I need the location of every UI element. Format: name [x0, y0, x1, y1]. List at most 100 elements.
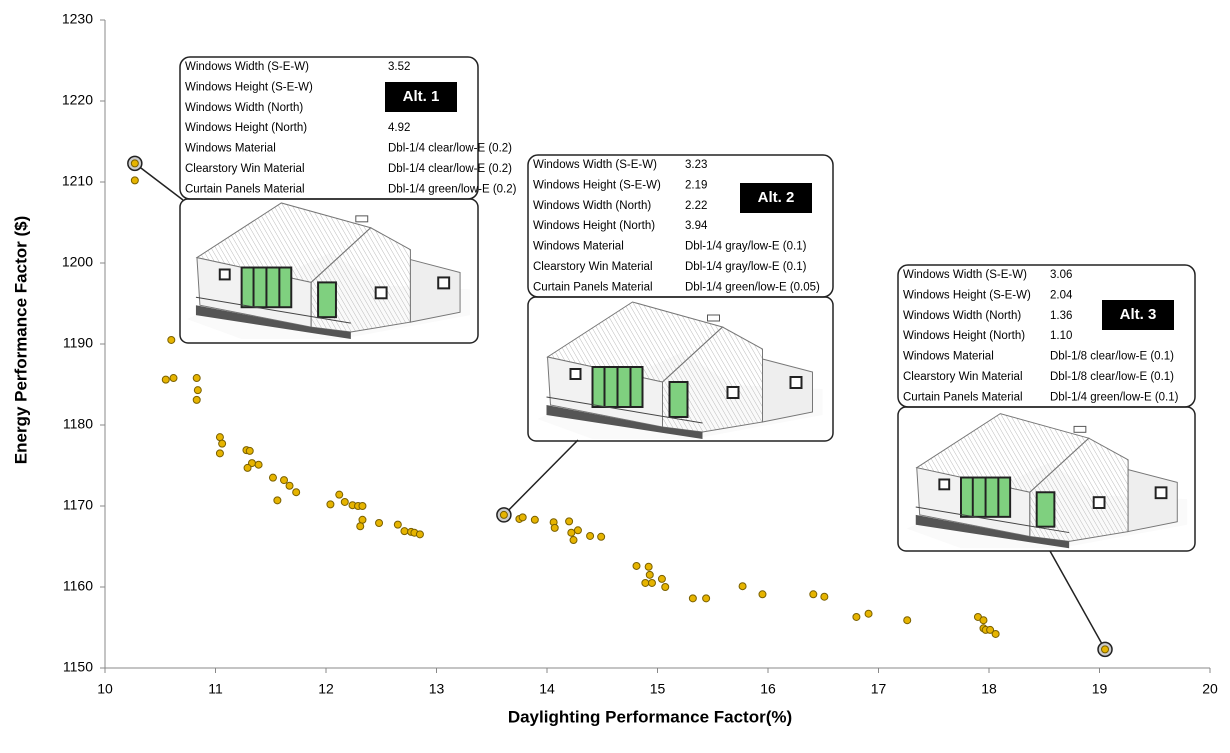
point [574, 527, 581, 534]
highlighted-point [131, 160, 138, 167]
row-value: Dbl-1/4 gray/low-E (0.1) [685, 261, 807, 273]
row-value: 3.94 [685, 220, 708, 232]
row-label: Curtain Panels Material [185, 183, 305, 195]
house-illustration [538, 302, 823, 439]
y-tick-label: 1190 [63, 335, 93, 351]
x-tick-label: 20 [1202, 681, 1218, 697]
point [194, 387, 201, 394]
y-tick-label: 1220 [62, 92, 93, 108]
x-tick-label: 14 [539, 681, 555, 697]
point [566, 518, 573, 525]
alt-label: Alt. 1 [403, 88, 440, 105]
x-tick-label: 19 [1092, 681, 1108, 697]
point [904, 617, 911, 624]
point [327, 501, 334, 508]
point [568, 529, 575, 536]
point [519, 514, 526, 521]
alt-label: Alt. 2 [758, 189, 795, 206]
row-value: 4.92 [388, 122, 410, 134]
point [642, 579, 649, 586]
leader-line [135, 163, 183, 200]
row-value: Dbl-1/4 clear/low-E (0.2) [388, 163, 512, 175]
house-illustration [187, 203, 470, 339]
point [821, 593, 828, 600]
row-label: Windows Height (North) [533, 220, 655, 232]
point [193, 396, 200, 403]
point [587, 532, 594, 539]
point [810, 591, 817, 598]
point [131, 177, 138, 184]
point [281, 477, 288, 484]
x-tick-label: 15 [650, 681, 666, 697]
point [980, 617, 987, 624]
row-label: Clearstory Win Material [903, 371, 1023, 383]
point [689, 595, 696, 602]
house-illustration [907, 414, 1187, 549]
point [359, 516, 366, 523]
row-value: Dbl-1/4 green/low-E (0.2) [388, 183, 517, 195]
row-value: Dbl-1/4 clear/low-E (0.2) [388, 143, 512, 155]
leader-line [504, 440, 578, 515]
point [648, 579, 655, 586]
row-label: Windows Height (North) [903, 330, 1025, 342]
point [219, 440, 226, 447]
point [401, 528, 408, 535]
row-label: Windows Material [185, 143, 276, 155]
x-tick-label: 18 [981, 681, 997, 697]
point [759, 591, 766, 598]
x-tick-label: 10 [97, 681, 113, 697]
point [336, 491, 343, 498]
point [244, 464, 251, 471]
point [341, 498, 348, 505]
row-label: Windows Width (S-E-W) [185, 61, 309, 73]
point [376, 520, 383, 527]
point [168, 336, 175, 343]
row-value: 2.19 [685, 179, 707, 191]
row-value: Dbl-1/4 green/low-E (0.1) [1050, 391, 1179, 403]
point [216, 434, 223, 441]
row-value: Dbl-1/4 green/low-E (0.05) [685, 281, 820, 293]
x-tick-label: 13 [429, 681, 445, 697]
row-label: Windows Width (S-E-W) [533, 159, 657, 171]
row-value: Dbl-1/8 clear/low-E (0.1) [1050, 371, 1174, 383]
row-label: Windows Material [903, 351, 994, 363]
chart: Daylighting Performance Factor(%) Energy… [0, 0, 1230, 753]
row-label: Windows Material [533, 241, 624, 253]
row-value: 2.04 [1050, 289, 1073, 301]
row-label: Windows Height (North) [185, 122, 307, 134]
row-label: Windows Width (North) [533, 200, 651, 212]
y-tick-label: 1230 [62, 11, 93, 27]
row-label: Windows Width (North) [903, 310, 1021, 322]
y-tick-label: 1180 [63, 416, 93, 432]
y-tick-label: 1170 [63, 497, 93, 513]
point [992, 630, 999, 637]
point [269, 474, 276, 481]
point [255, 461, 262, 468]
row-value: 3.52 [388, 61, 410, 73]
point [274, 497, 281, 504]
point [658, 575, 665, 582]
row-value: 3.23 [685, 159, 707, 171]
row-label: Curtain Panels Material [533, 281, 653, 293]
point [739, 583, 746, 590]
x-axis-title: Daylighting Performance Factor(%) [508, 707, 792, 726]
alt-label: Alt. 3 [1120, 306, 1157, 323]
y-tick-label: 1150 [63, 659, 93, 675]
row-value: 3.06 [1050, 269, 1072, 281]
row-label: Windows Height (S-E-W) [185, 81, 313, 93]
x-tick-label: 17 [871, 681, 887, 697]
row-value: 2.22 [685, 200, 707, 212]
y-tick-label: 1200 [62, 254, 93, 270]
point [633, 562, 640, 569]
row-label: Clearstory Win Material [185, 163, 305, 175]
highlighted-point [500, 511, 507, 518]
x-tick-label: 16 [760, 681, 776, 697]
point [286, 482, 293, 489]
point [531, 516, 538, 523]
highlighted-point [1102, 646, 1109, 653]
point [359, 503, 366, 510]
point [162, 376, 169, 383]
row-label: Windows Width (North) [185, 102, 303, 114]
point [598, 533, 605, 540]
point [357, 523, 364, 530]
